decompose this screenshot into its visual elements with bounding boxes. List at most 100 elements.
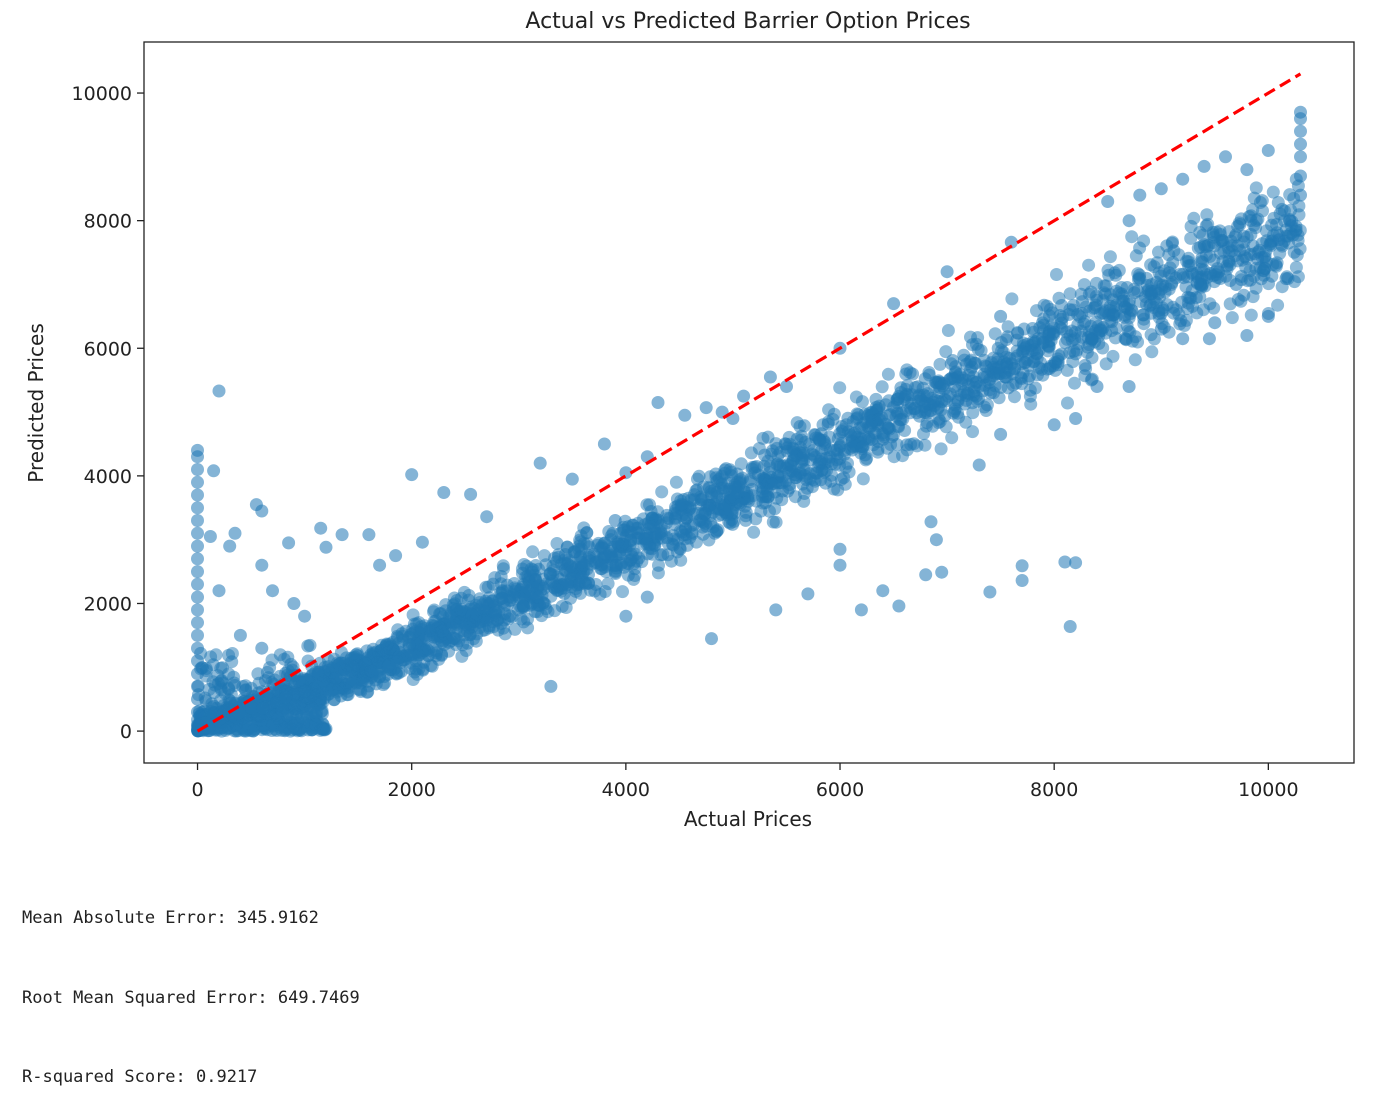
scatter-point [245,701,259,715]
scatter-point [303,638,317,652]
scatter-point [1202,332,1216,346]
scatter-point [282,536,296,550]
scatter-point [605,529,618,543]
scatter-point [1079,362,1093,376]
y-tick-label: 4000 [84,466,132,488]
scatter-point [191,705,204,719]
scatter-point [1097,279,1111,293]
scatter-point [332,657,346,671]
scatter-point [219,723,233,737]
scatter-point [858,432,872,446]
scatter-point [599,565,613,579]
scatter-point [541,605,555,619]
scatter-point [983,585,997,599]
scatter-point [838,477,852,491]
scatter-point [1063,329,1077,343]
scatter-point [1240,163,1254,177]
scatter-point [1294,188,1307,202]
scatter-point [1055,299,1069,312]
scatter-point [464,487,478,501]
scatter-point [779,437,793,451]
scatter-point [887,450,901,464]
scatter-point [437,486,451,499]
scatter-point [532,590,546,604]
scatter-point [335,528,349,542]
scatter-point [640,498,654,512]
scatter-point [797,487,811,500]
scatter-point [1266,185,1280,199]
scatter-point [1122,294,1136,308]
scatter-point [987,386,1000,400]
scatter-point [1294,105,1307,119]
scatter-point [922,366,936,379]
scatter-point [1005,292,1019,306]
scatter-point [1219,150,1232,164]
scatter-point [833,542,847,556]
scatter-point [191,679,204,693]
scatter-point [550,555,563,569]
scatter-point [435,624,449,638]
scatter-point [881,367,895,381]
scatter-point [675,497,689,511]
scatter-point [204,705,218,719]
scatter-point [255,504,269,518]
scatter-point [191,501,204,515]
y-tick-label: 10000 [72,83,132,105]
scatter-point [1129,249,1143,263]
scatter-point [655,485,669,499]
scatter-point [1126,334,1139,348]
scatter-point [1069,412,1083,425]
scatter-point [1174,314,1188,328]
scatter-point [1115,281,1129,294]
scatter-point [517,615,531,629]
scatter-point [239,683,253,697]
scatter-point [1231,254,1245,268]
scatter-point [833,381,847,395]
scatter-point [671,533,685,547]
scatter-point [443,609,457,623]
scatter-point [251,667,265,681]
scatter-point [934,442,948,456]
scatter-point [191,488,204,502]
scatter-point [1184,259,1198,272]
scatter-point [608,514,622,527]
scatter-point [795,451,809,465]
scatter-point [935,565,949,579]
scatter-point [1069,347,1083,361]
scatter-point [209,648,223,662]
scatter-point [850,411,864,425]
scatter-point [966,406,980,420]
scatter-point [1251,252,1265,266]
scatter-point [1244,308,1258,322]
scatter-point [1160,239,1174,253]
scatter-point [1203,249,1217,263]
scatter-point [727,481,741,495]
scatter-point [1032,361,1046,375]
scatter-point [466,614,480,628]
scatter-point [1184,219,1198,233]
scatter-point [479,580,493,594]
scatter-point [696,492,710,506]
scatter-point [572,542,586,556]
scatter-point [477,603,491,617]
scatter-point [319,540,333,554]
scatter-point [569,584,583,598]
scatter-point [503,609,517,623]
scatter-point [979,404,993,417]
scatter-point [810,466,824,480]
scatter-point [590,538,604,552]
scatter-point [769,603,783,617]
scatter-point [1162,266,1176,280]
scatter-point [616,585,629,599]
scatter-point [959,415,973,429]
scatter-point [617,523,630,537]
scatter-point [1243,273,1257,287]
scatter-point [1015,574,1029,587]
scatter-point [1275,280,1289,294]
scatter-point [1021,346,1035,360]
scatter-point [508,622,522,636]
scatter-point [526,545,540,559]
scatter-point [1060,363,1074,377]
scatter-point [765,477,779,491]
scatter-point [494,570,508,583]
